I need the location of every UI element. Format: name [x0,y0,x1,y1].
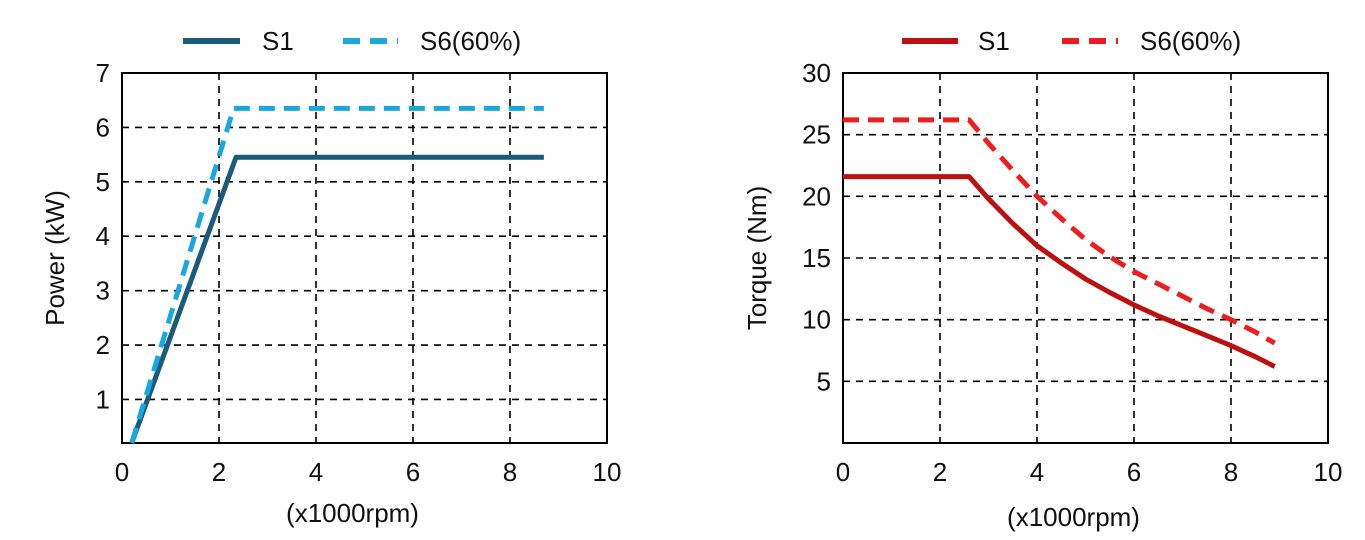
x-axis-label: (x1000rpm) [286,498,419,528]
y-tick-label: 7 [96,58,110,88]
y-tick-label: 30 [802,58,831,88]
y-tick-label: 20 [802,181,831,211]
x-tick-label: 8 [503,457,517,487]
y-tick-label: 4 [96,221,110,251]
y-tick-label: 5 [96,167,110,197]
y-tick-label: 1 [96,384,110,414]
x-tick-label: 4 [1030,457,1044,487]
series-line-s1 [129,154,544,444]
legend-label: S1 [262,26,294,56]
y-tick-label: 15 [802,243,831,273]
x-tick-label: 0 [115,457,129,487]
y-tick-label: 6 [96,112,110,142]
y-tick-label: 25 [802,120,831,150]
x-tick-label: 4 [309,457,323,487]
plot-frame [121,72,608,444]
y-tick-label: 10 [802,305,831,335]
chart-2: 0 2 4 6 8 10 5 10 15 20 25 30 (x1000rpm) Torque (Nm) S… [742,26,1342,532]
x-tick-label: 10 [593,457,622,487]
legend-label: S6(60%) [1140,26,1241,56]
legend-label: S6(60%) [420,26,521,56]
y-tick-label: 3 [96,276,110,306]
x-tick-label: 2 [933,457,947,487]
x-axis-label: (x1000rpm) [1007,502,1140,532]
x-tick-label: 0 [836,457,850,487]
series-line-s6-60- [129,105,544,444]
series-line-s6-60- [843,117,1276,346]
y-axis-label: Power (kW) [40,190,70,326]
x-tick-label: 8 [1224,457,1238,487]
legend-label: S1 [978,26,1010,56]
y-tick-label: 5 [817,366,831,396]
x-tick-label: 6 [406,457,420,487]
plot-frame [842,72,1329,444]
x-tick-label: 2 [212,457,226,487]
series-line-s1 [843,174,1276,369]
y-tick-label: 2 [96,330,110,360]
x-tick-label: 10 [1314,457,1343,487]
x-tick-label: 6 [1127,457,1141,487]
y-axis-label: Torque (Nm) [742,186,772,330]
